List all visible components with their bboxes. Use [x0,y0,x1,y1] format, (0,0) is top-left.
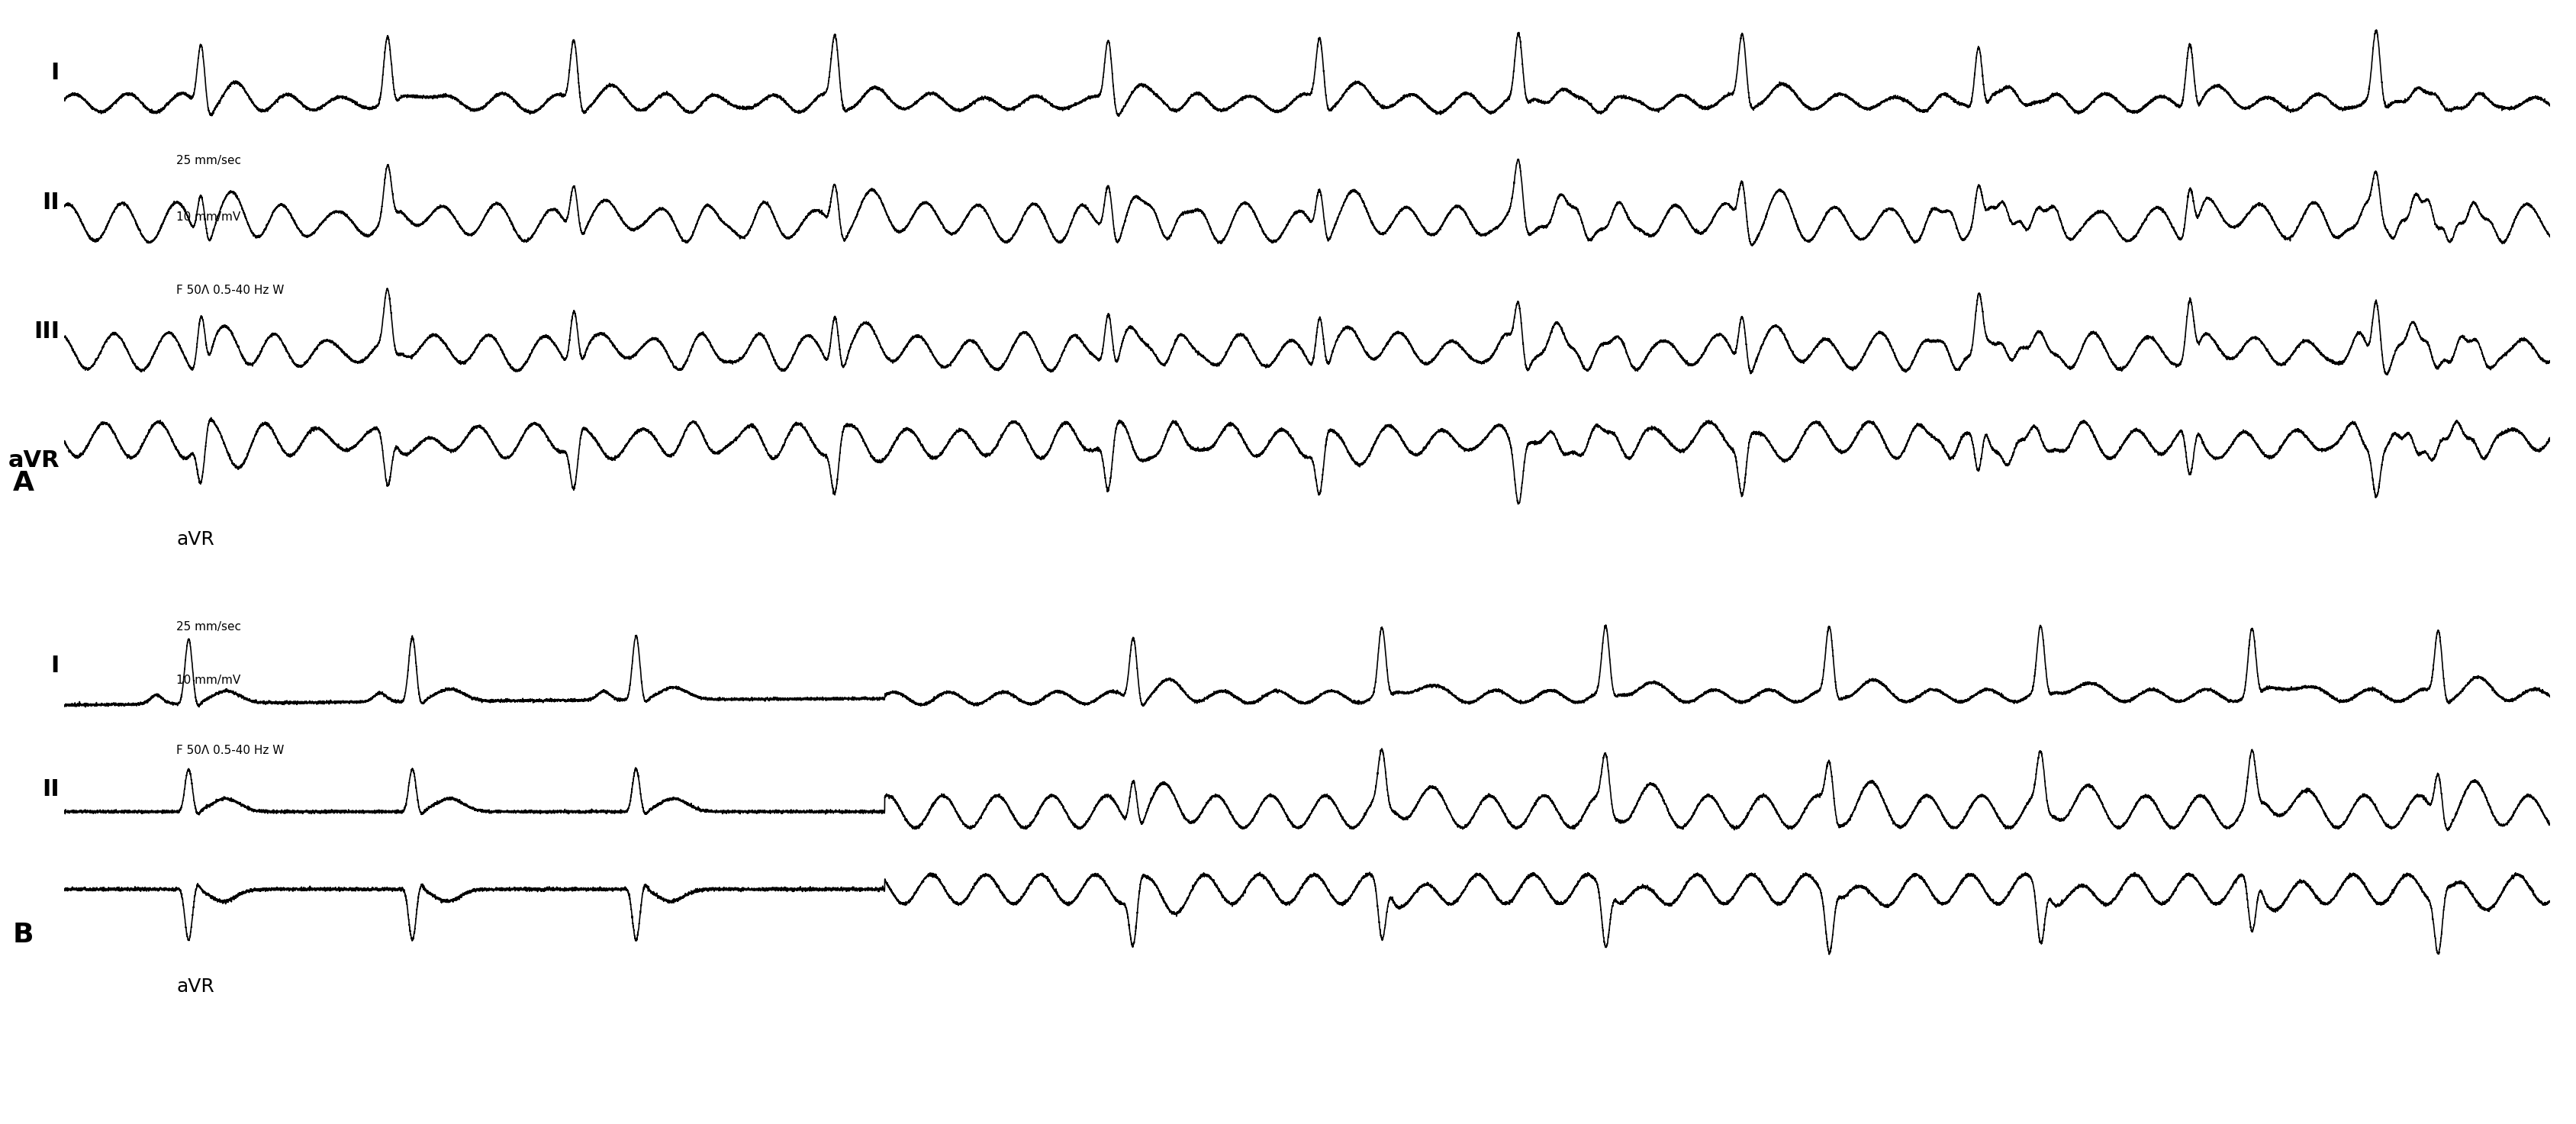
Text: 25 mm/sec: 25 mm/sec [175,155,242,166]
Text: B: B [13,922,33,948]
Text: I: I [52,62,59,84]
Text: F 50Λ 0.5-40 Hz W: F 50Λ 0.5-40 Hz W [175,284,283,296]
Text: A: A [13,470,33,497]
Text: 25 mm/sec: 25 mm/sec [175,622,242,633]
Text: aVR: aVR [8,450,59,472]
Text: aVR: aVR [175,978,214,996]
Text: I: I [52,655,59,677]
Text: 10 mm/mV: 10 mm/mV [175,211,240,223]
Text: II: II [41,779,59,800]
Text: F 50Λ 0.5-40 Hz W: F 50Λ 0.5-40 Hz W [175,745,283,756]
Text: 10 mm/mV: 10 mm/mV [175,674,240,686]
Text: aVR: aVR [175,531,214,549]
Text: II: II [41,191,59,214]
Text: III: III [33,320,59,343]
